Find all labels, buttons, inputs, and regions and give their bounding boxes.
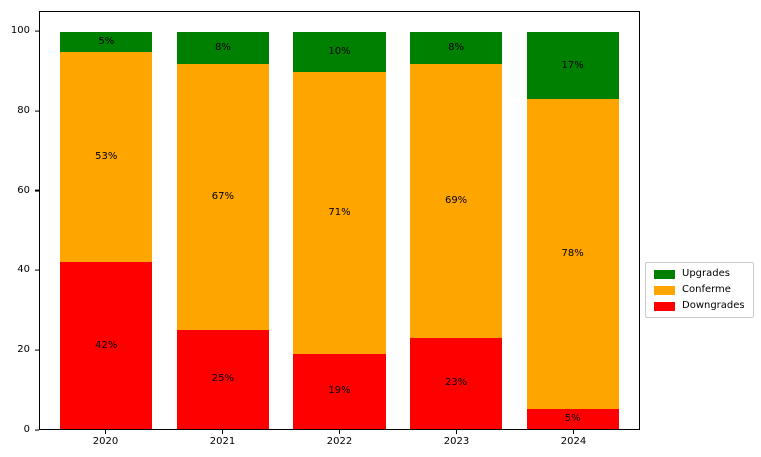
y-axis: 0 20 40 60 80 100: [0, 11, 39, 435]
bar-segment-downgrades-2020: 42%: [60, 262, 153, 429]
bar-2021: 25% 67% 8%: [176, 12, 269, 429]
x-tick-label-2021: 2021: [209, 436, 236, 447]
bar-slot-2024: 5% 78% 17%: [514, 12, 631, 429]
bar-segment-conferme-2022: 71%: [293, 71, 386, 354]
bar-segment-upgrades-2022: 10%: [293, 31, 386, 72]
x-tick-label-2020: 2020: [92, 436, 119, 447]
bar-slot-2022: 19% 71% 10%: [281, 12, 398, 429]
y-tick-mark: [35, 110, 39, 112]
x-axis: 2020 2021 2022 2023 2024: [39, 430, 640, 447]
bar-segment-downgrades-2024: 5%: [526, 409, 619, 429]
bar-segment-label: 42%: [95, 339, 118, 351]
bar-segment-label: 69%: [444, 194, 468, 206]
bar-segment-upgrades-2024: 17%: [526, 31, 619, 100]
bar-segment-upgrades-2020: 5%: [60, 31, 153, 52]
bar-segment-label: 19%: [328, 385, 351, 397]
bar-segment-label: 71%: [328, 206, 351, 218]
x-tick-2024: 2024: [515, 430, 632, 447]
y-tick-label-20: 20: [17, 344, 30, 356]
x-tick-mark: [104, 430, 107, 434]
x-tick-mark: [455, 430, 458, 434]
bar-segment-label: 10%: [328, 45, 351, 57]
bar-segment-conferme-2020: 53%: [60, 51, 153, 263]
bar-segment-label: 5%: [98, 35, 115, 47]
bar-segment-label: 23%: [444, 377, 468, 389]
bar-segment-label: 5%: [564, 413, 581, 425]
legend-label: Downgrades: [682, 300, 745, 311]
x-tick-mark: [572, 430, 575, 434]
y-tick-label-0: 0: [23, 424, 30, 435]
x-tick-2023: 2023: [398, 430, 515, 447]
bar-segment-conferme-2024: 78%: [526, 99, 619, 410]
x-tick-2021: 2021: [164, 430, 281, 447]
bar-segment-upgrades-2021: 8%: [176, 31, 269, 64]
bar-segment-conferme-2021: 67%: [176, 63, 269, 330]
x-tick-mark: [221, 430, 224, 434]
bar-segment-label: 25%: [211, 373, 234, 385]
x-tick-label-2023: 2023: [443, 436, 470, 447]
bar-2024: 5% 78% 17%: [526, 12, 619, 429]
plot-area: 42% 53% 5% 25% 67% 8% 19% 71% 10% 23% 69% 8% 5% 78% 17…: [39, 11, 640, 430]
bar-segment-label: 78%: [561, 248, 584, 260]
y-tick-mark: [35, 269, 39, 271]
bar-segment-conferme-2023: 69%: [410, 63, 503, 338]
bar-segment-label: 8%: [214, 41, 231, 53]
y-tick-label-100: 100: [10, 24, 30, 36]
x-tick-2020: 2020: [47, 430, 164, 447]
x-tick-label-2022: 2022: [326, 436, 353, 447]
legend-entry-conferme: Conferme: [654, 285, 745, 295]
bar-segment-upgrades-2023: 8%: [410, 31, 503, 64]
legend-entry-upgrades: Upgrades: [654, 269, 745, 279]
legend-swatch-downgrades: [654, 301, 675, 311]
bar-slot-2020: 42% 53% 5%: [48, 12, 165, 429]
bar-segment-label: 17%: [561, 59, 584, 71]
bar-2023: 23% 69% 8%: [410, 12, 503, 429]
x-tick-label-2024: 2024: [560, 436, 587, 447]
legend-swatch-conferme: [654, 285, 675, 295]
bar-segment-downgrades-2021: 25%: [176, 329, 269, 429]
bars-container: 42% 53% 5% 25% 67% 8% 19% 71% 10% 23% 69% 8% 5% 78% 17…: [40, 12, 639, 429]
bar-slot-2021: 25% 67% 8%: [165, 12, 282, 429]
legend-entry-downgrades: Downgrades: [654, 301, 745, 311]
bar-segment-label: 53%: [95, 150, 118, 162]
y-tick-mark: [35, 30, 39, 32]
bar-2022: 19% 71% 10%: [293, 12, 386, 429]
x-tick-2022: 2022: [281, 430, 398, 447]
y-tick-label-80: 80: [17, 104, 30, 116]
y-tick-mark: [35, 349, 39, 351]
x-tick-mark: [338, 430, 341, 434]
legend-swatch-upgrades: [654, 269, 675, 279]
bar-segment-label: 8%: [448, 41, 465, 53]
y-tick-label-40: 40: [17, 264, 30, 276]
bar-2020: 42% 53% 5%: [60, 12, 153, 429]
y-tick-label-60: 60: [17, 184, 30, 196]
bar-segment-downgrades-2023: 23%: [410, 337, 503, 429]
bar-slot-2023: 23% 69% 8%: [398, 12, 515, 429]
bar-segment-downgrades-2022: 19%: [293, 353, 386, 429]
legend-label: Conferme: [682, 284, 731, 295]
y-tick-mark: [35, 429, 39, 431]
y-tick-mark: [35, 189, 39, 192]
legend: Upgrades Conferme Downgrades: [645, 262, 754, 318]
bar-segment-label: 67%: [211, 190, 234, 202]
legend-label: Upgrades: [682, 268, 730, 279]
